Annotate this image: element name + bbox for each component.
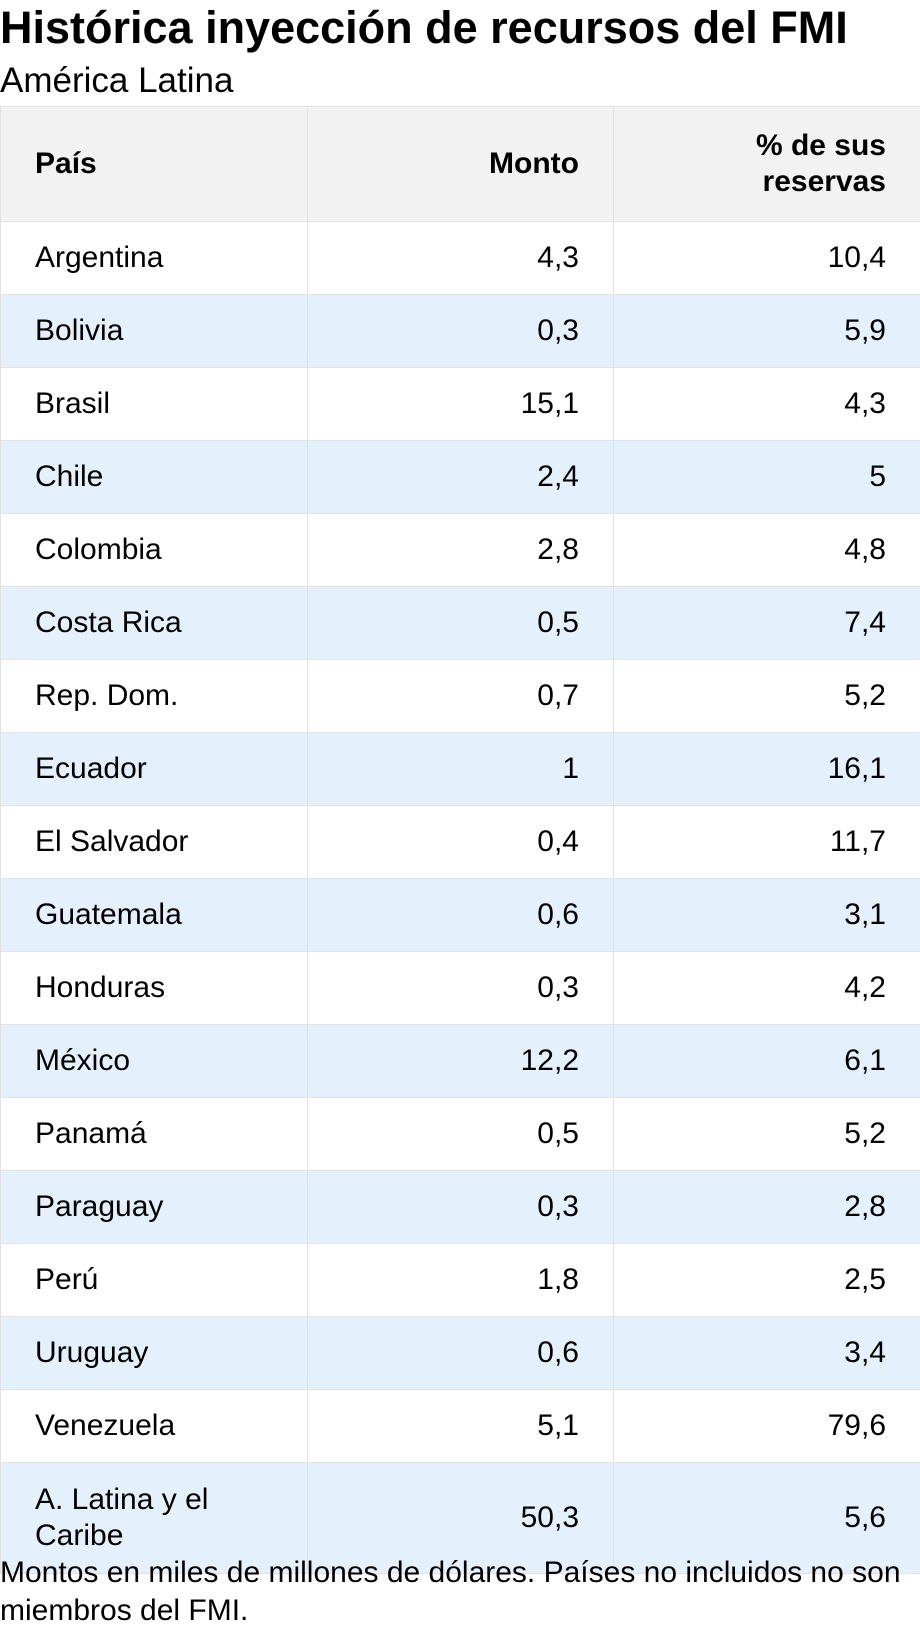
cell-reservas: 3,1 [613,878,920,952]
cell-reservas: 16,1 [613,732,920,806]
table-row: Argentina 4,3 10,4 [0,221,920,295]
cell-reservas: 5,2 [613,1097,920,1171]
cell-reservas: 10,4 [613,221,920,295]
cell-reservas: 3,4 [613,1316,920,1390]
cell-monto: 12,2 [307,1024,614,1098]
column-header-monto: Monto [307,106,614,222]
cell-monto: 0,7 [307,659,614,733]
table-row: Rep. Dom. 0,7 5,2 [0,659,920,733]
cell-reservas: 5,6 [613,1462,920,1574]
column-header-reservas: % de sus reservas [613,106,920,222]
table-row: A. Latina y el Caribe 50,3 5,6 [0,1462,920,1574]
cell-pais: Venezuela [0,1389,308,1463]
cell-reservas: 5,9 [613,294,920,368]
cell-reservas: 79,6 [613,1389,920,1463]
cell-monto: 2,4 [307,440,614,514]
cell-pais: A. Latina y el Caribe [0,1462,308,1574]
cell-monto: 2,8 [307,513,614,587]
cell-monto: 0,6 [307,1316,614,1390]
cell-reservas: 11,7 [613,805,920,879]
cell-pais: Argentina [0,221,308,295]
cell-reservas: 5 [613,440,920,514]
table-row: Colombia 2,8 4,8 [0,513,920,587]
chart-title: Histórica inyección de recursos del FMI [0,2,848,53]
table-row: Venezuela 5,1 79,6 [0,1389,920,1463]
cell-pais: Costa Rica [0,586,308,660]
cell-monto: 15,1 [307,367,614,441]
table-row: Honduras 0,3 4,2 [0,951,920,1025]
table-row: Ecuador 1 16,1 [0,732,920,806]
cell-reservas: 4,8 [613,513,920,587]
table-row: México 12,2 6,1 [0,1024,920,1098]
cell-pais: Colombia [0,513,308,587]
table-row: Panamá 0,5 5,2 [0,1097,920,1171]
cell-monto: 1,8 [307,1243,614,1317]
cell-pais: Perú [0,1243,308,1317]
cell-monto: 4,3 [307,221,614,295]
cell-pais: Uruguay [0,1316,308,1390]
cell-monto: 50,3 [307,1462,614,1574]
cell-monto: 0,3 [307,1170,614,1244]
table-row: Guatemala 0,6 3,1 [0,878,920,952]
cell-reservas: 4,3 [613,367,920,441]
cell-pais: Panamá [0,1097,308,1171]
cell-monto: 0,4 [307,805,614,879]
table-header: País Monto % de sus reservas [0,106,920,222]
cell-reservas: 2,5 [613,1243,920,1317]
cell-pais: Ecuador [0,732,308,806]
cell-pais: Chile [0,440,308,514]
cell-reservas: 4,2 [613,951,920,1025]
cell-pais: Bolivia [0,294,308,368]
table-row: Brasil 15,1 4,3 [0,367,920,441]
table-row: Costa Rica 0,5 7,4 [0,586,920,660]
cell-monto: 0,3 [307,951,614,1025]
cell-reservas: 5,2 [613,659,920,733]
cell-reservas: 6,1 [613,1024,920,1098]
cell-monto: 5,1 [307,1389,614,1463]
cell-pais: Guatemala [0,878,308,952]
cell-pais: Paraguay [0,1170,308,1244]
cell-monto: 0,5 [307,1097,614,1171]
cell-reservas: 2,8 [613,1170,920,1244]
cell-monto: 0,6 [307,878,614,952]
data-table: País Monto % de sus reservas Argentina 4,… [0,106,920,1574]
cell-pais: Honduras [0,951,308,1025]
table-row: Chile 2,4 5 [0,440,920,514]
cell-monto: 0,3 [307,294,614,368]
header-row: País Monto % de sus reservas [0,106,920,222]
cell-monto: 0,5 [307,586,614,660]
cell-pais: El Salvador [0,805,308,879]
column-header-pais: País [0,106,308,222]
table-row: Paraguay 0,3 2,8 [0,1170,920,1244]
table-body: Argentina 4,3 10,4 Bolivia 0,3 5,9 Brasil 15,1 4… [0,221,920,1574]
table-row: El Salvador 0,4 11,7 [0,805,920,879]
cell-monto: 1 [307,732,614,806]
table-row: Perú 1,8 2,5 [0,1243,920,1317]
cell-pais: Rep. Dom. [0,659,308,733]
footnote: Montos en miles de millones de dólares. … [0,1556,901,1627]
cell-pais: México [0,1024,308,1098]
cell-reservas: 7,4 [613,586,920,660]
table-row: Uruguay 0,6 3,4 [0,1316,920,1390]
chart-subtitle: América Latina [0,61,234,100]
cell-pais: Brasil [0,367,308,441]
table-row: Bolivia 0,3 5,9 [0,294,920,368]
